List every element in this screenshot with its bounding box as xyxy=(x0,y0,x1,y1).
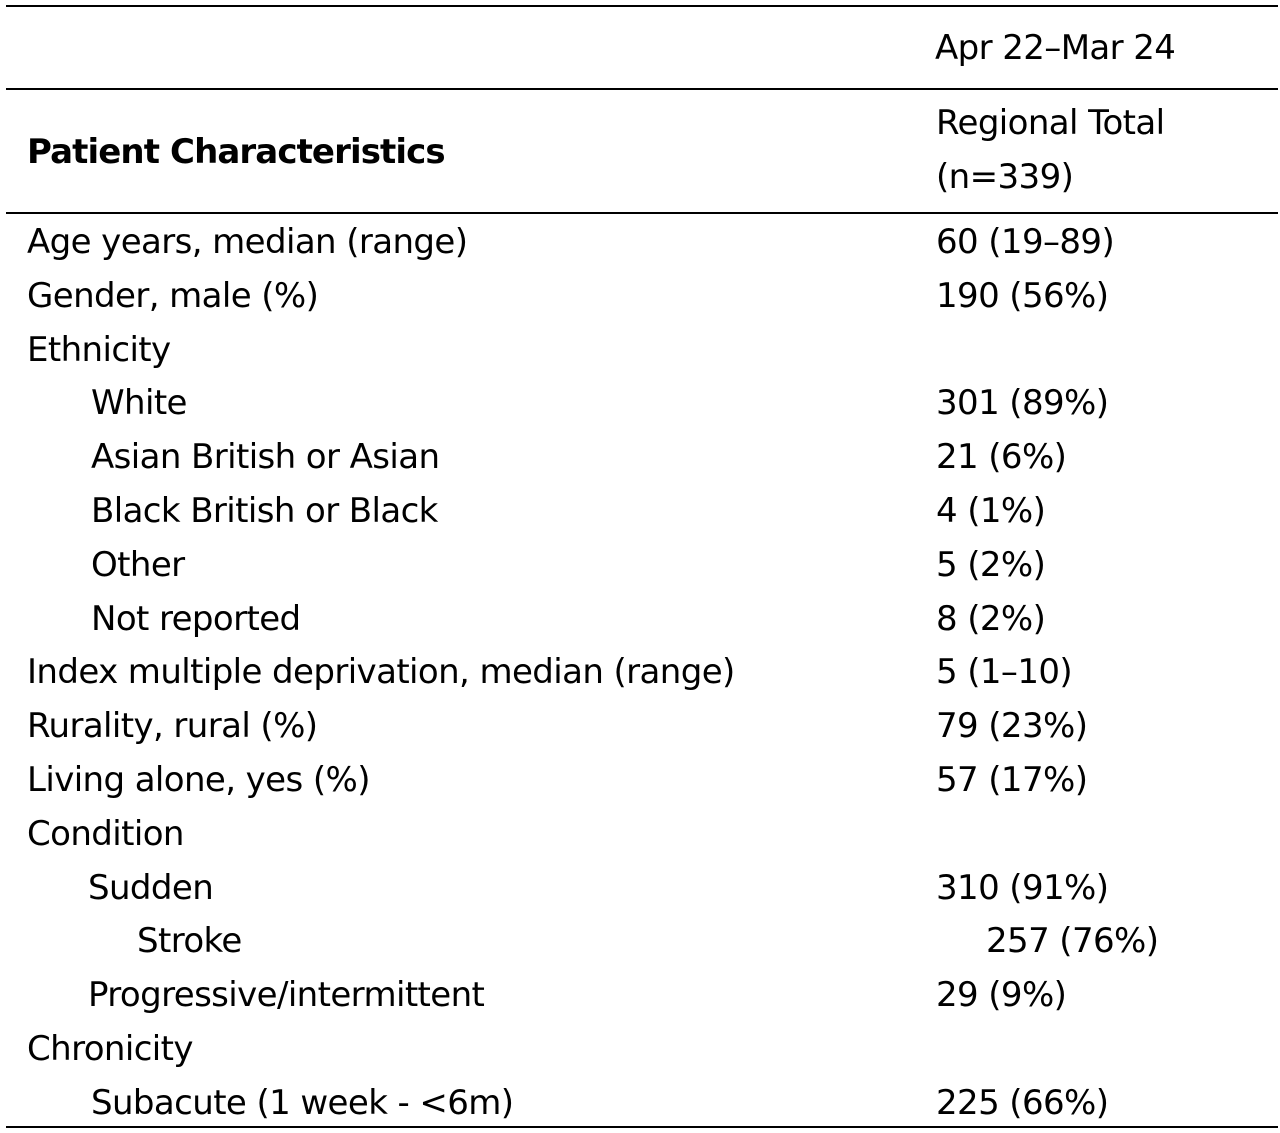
row-value: 60 (19–89) xyxy=(936,222,1115,262)
row-label: Not reported xyxy=(91,598,301,639)
table-row: Asian British or Asian 21 (6%) xyxy=(0,431,1280,485)
row-value: 190 (56%) xyxy=(936,275,1109,316)
table-row: Sudden 310 (91%) xyxy=(0,862,1280,916)
row-label: Living alone, yes (%) xyxy=(27,760,370,800)
regional-total-header-line2: (n=339) xyxy=(936,157,1074,197)
row-value: 57 (17%) xyxy=(936,760,1088,800)
table-row: White 301 (89%) xyxy=(0,377,1280,431)
period-header: Apr 22–Mar 24 xyxy=(935,28,1176,68)
table-row: Chronicity xyxy=(0,1023,1280,1077)
table-row: Black British or Black 4 (1%) xyxy=(0,485,1280,539)
table-row: Condition xyxy=(0,808,1280,862)
row-value: 21 (6%) xyxy=(936,437,1067,478)
table-row: Stroke 257 (76%) xyxy=(0,915,1280,969)
row-label: White xyxy=(91,383,187,424)
row-label: Subacute (1 week - <6m) xyxy=(91,1082,514,1123)
table-row: Gender, male (%) 190 (56%) xyxy=(0,270,1280,324)
row-label: Other xyxy=(91,544,185,585)
table-row: Subacute (1 week - <6m) 225 (66%) xyxy=(0,1077,1280,1131)
table-bottom-rule xyxy=(6,1126,1278,1128)
row-label: Asian British or Asian xyxy=(91,437,440,478)
row-value: 225 (66%) xyxy=(936,1082,1109,1123)
body-top-rule xyxy=(6,212,1278,214)
characteristics-column-header: Patient Characteristics xyxy=(27,132,446,172)
row-label: Stroke xyxy=(137,921,242,962)
row-label: Ethnicity xyxy=(27,329,171,370)
row-value: 8 (2%) xyxy=(936,598,1046,639)
row-label: Gender, male (%) xyxy=(27,275,319,316)
table-row: Index multiple deprivation, median (rang… xyxy=(0,646,1280,700)
row-label: Chronicity xyxy=(27,1029,194,1069)
table-row: Age years, median (range) 60 (19–89) xyxy=(0,216,1280,270)
row-value: 257 (76%) xyxy=(986,921,1159,962)
table-top-rule xyxy=(6,5,1278,7)
row-label: Progressive/intermittent xyxy=(88,975,485,1016)
table-row: Ethnicity xyxy=(0,324,1280,378)
row-label: Index multiple deprivation, median (rang… xyxy=(27,652,735,693)
row-value: 29 (9%) xyxy=(936,975,1067,1016)
row-value: 4 (1%) xyxy=(936,491,1046,531)
row-label: Age years, median (range) xyxy=(27,222,468,262)
table-row: Not reported 8 (2%) xyxy=(0,593,1280,647)
row-label: Rurality, rural (%) xyxy=(27,706,318,747)
regional-total-column-header: Regional Total (n=339) xyxy=(936,96,1165,204)
regional-total-header-line1: Regional Total xyxy=(936,103,1165,143)
table-row: Rurality, rural (%) 79 (23%) xyxy=(0,700,1280,754)
row-label: Sudden xyxy=(88,867,214,908)
table-row: Other 5 (2%) xyxy=(0,539,1280,593)
table-row: Living alone, yes (%) 57 (17%) xyxy=(0,754,1280,808)
row-value: 79 (23%) xyxy=(936,706,1088,747)
header-divider-rule xyxy=(6,88,1278,90)
row-value: 301 (89%) xyxy=(936,383,1109,424)
row-value: 5 (2%) xyxy=(936,544,1046,585)
table-row: Progressive/intermittent 29 (9%) xyxy=(0,969,1280,1023)
row-value: 310 (91%) xyxy=(936,867,1109,908)
row-label: Condition xyxy=(27,813,184,854)
row-label: Black British or Black xyxy=(91,491,438,531)
row-value: 5 (1–10) xyxy=(936,652,1073,693)
